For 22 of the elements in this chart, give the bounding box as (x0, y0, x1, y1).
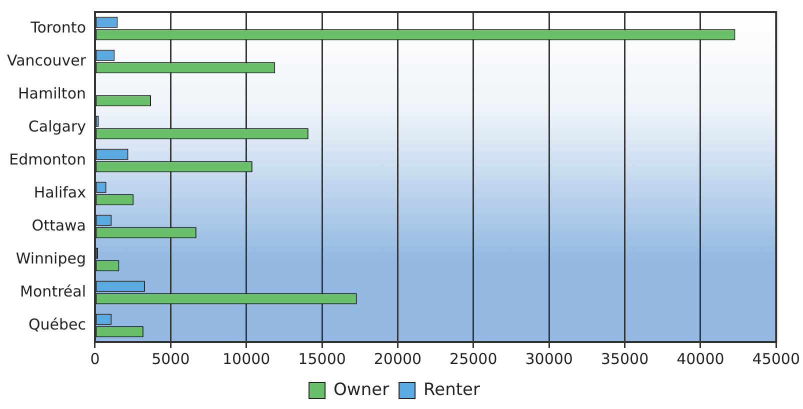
y-tick-label: Halifax (34, 183, 86, 202)
y-tick-label: Ottawa (32, 216, 86, 234)
x-tick-label: 40000 (676, 350, 724, 368)
y-tick-label: Toronto (30, 18, 86, 36)
y-tick-label: Hamilton (18, 84, 86, 102)
y-tick-label: Québec (28, 315, 86, 334)
x-tick-label: 5000 (152, 350, 190, 368)
x-tick-label: 20000 (374, 350, 422, 368)
x-tick-label: 35000 (600, 350, 649, 368)
x-tick-label: 30000 (525, 350, 573, 368)
x-tick-label: 10000 (222, 350, 270, 368)
y-tick-label: Winnipeg (16, 249, 86, 268)
legend-label: Owner (334, 380, 390, 400)
x-tick-label: 0 (90, 350, 100, 368)
y-tick-label: Edmonton (9, 150, 86, 168)
x-tick-label: 15000 (298, 350, 346, 368)
y-tick-label: Calgary (28, 117, 86, 136)
x-tick-label: 25000 (450, 350, 498, 368)
x-tick-label: 45000 (752, 350, 800, 368)
y-tick-label: Montréal (20, 282, 86, 300)
y-tick-label: Vancouver (7, 51, 87, 70)
legend-label: Renter (424, 380, 480, 400)
